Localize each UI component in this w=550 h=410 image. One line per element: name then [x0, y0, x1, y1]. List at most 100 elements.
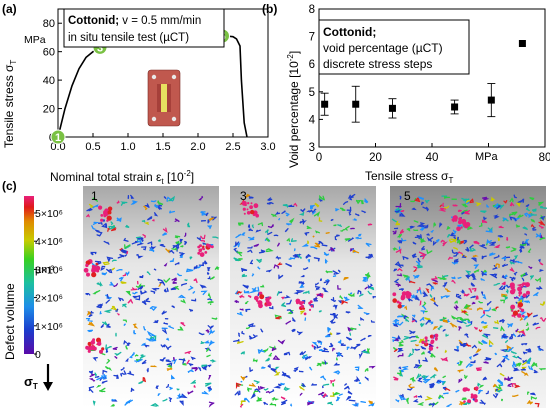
defect: [282, 204, 289, 209]
defect: [267, 364, 271, 369]
defect: [501, 356, 510, 361]
defect: [171, 358, 178, 364]
defect: [116, 313, 120, 316]
defect: [436, 379, 442, 384]
defect: [357, 304, 364, 309]
defect: [397, 353, 404, 358]
defect: [142, 234, 147, 239]
defect: [427, 350, 432, 354]
defect-blob: [470, 393, 474, 397]
defect-blob: [258, 303, 263, 309]
defect: [484, 356, 493, 361]
defect: [278, 218, 281, 221]
defect: [322, 383, 330, 386]
defect: [271, 213, 277, 218]
defect: [168, 325, 175, 329]
defect: [520, 333, 525, 338]
defect: [260, 249, 266, 253]
defect-blob: [400, 295, 405, 300]
data-point: [451, 103, 459, 111]
defect: [504, 296, 508, 301]
defect: [85, 292, 91, 296]
defect: [463, 303, 471, 309]
colorbar-tick-label: 4×10⁶: [35, 236, 63, 248]
defect: [152, 219, 155, 222]
defect: [249, 367, 254, 373]
defect: [481, 255, 487, 260]
defect: [179, 400, 184, 407]
defect: [200, 341, 205, 345]
defect: [500, 325, 505, 332]
defect: [451, 315, 459, 320]
defect: [394, 261, 401, 267]
defect: [179, 238, 184, 243]
defect: [256, 396, 263, 402]
defect: [197, 366, 202, 372]
defect: [266, 269, 273, 273]
defect: [267, 197, 273, 201]
defect: [102, 320, 109, 327]
defect: [524, 300, 530, 304]
defect: [276, 290, 280, 296]
defect: [398, 343, 404, 347]
defect-blob: [460, 226, 463, 229]
defect: [533, 291, 539, 297]
defect: [409, 280, 416, 284]
defect: [526, 360, 531, 365]
defect: [482, 324, 489, 329]
defect: [465, 199, 471, 204]
defect: [204, 382, 212, 387]
defect: [452, 237, 458, 243]
defect: [362, 350, 369, 354]
defect: [365, 254, 373, 259]
colorbar-title: Defect volume: [3, 283, 17, 360]
defect: [397, 239, 403, 244]
defect-blob: [517, 302, 524, 308]
defect: [88, 387, 94, 393]
defect-blob: [249, 205, 254, 210]
defect: [461, 397, 467, 401]
defect: [333, 362, 340, 366]
defect-blob: [425, 342, 428, 345]
defect: [442, 381, 446, 386]
defect-blob: [520, 308, 525, 312]
defect-hotspot: [392, 290, 412, 309]
defect: [442, 319, 449, 324]
panel-a-legend: Cottonid; v = 0.5 mm/min in situ tensile…: [63, 8, 225, 48]
defect: [421, 201, 425, 206]
defect: [143, 221, 150, 225]
defect: [470, 360, 476, 364]
defect-blob: [106, 215, 112, 221]
defect-blob: [509, 282, 515, 288]
defect: [333, 370, 341, 375]
defect: [269, 389, 275, 393]
defect-blob: [90, 340, 96, 345]
defect: [402, 274, 409, 278]
defect: [480, 278, 485, 281]
defect-blob: [107, 206, 113, 211]
colorbar-tick-label: 3×10⁶: [35, 264, 63, 276]
defect: [428, 403, 436, 408]
defect: [506, 344, 512, 350]
defect: [491, 308, 497, 312]
defect: [439, 204, 442, 208]
defect: [432, 282, 438, 285]
defect: [208, 217, 215, 222]
defect: [468, 287, 473, 293]
defect: [416, 222, 426, 228]
defect: [140, 342, 146, 346]
defect: [207, 300, 214, 306]
defect-hotspot: [509, 282, 530, 298]
defect: [240, 351, 245, 355]
defect: [131, 240, 140, 245]
defect: [508, 335, 513, 340]
defect-blob: [397, 304, 402, 309]
defect: [252, 334, 258, 338]
defect-blob: [91, 266, 97, 272]
defect: [419, 226, 425, 232]
defect: [275, 255, 282, 260]
defect-blob: [202, 245, 205, 248]
defect: [481, 291, 484, 296]
defect: [174, 218, 180, 223]
defect: [139, 290, 148, 295]
